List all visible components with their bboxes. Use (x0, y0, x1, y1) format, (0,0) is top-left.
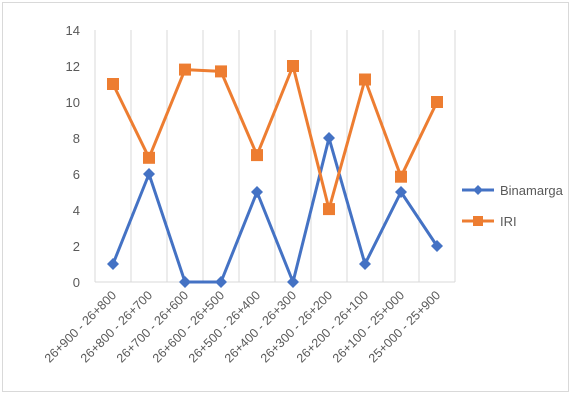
legend: Binamarga IRI (462, 183, 564, 229)
data-point-iri (107, 78, 119, 90)
chart-frame (2, 2, 569, 392)
data-point-binamarga (107, 258, 119, 270)
data-point-iri (179, 63, 191, 76)
series-markers (107, 60, 443, 288)
y-tick-label: 14 (66, 23, 80, 38)
y-tick-label: 0 (73, 275, 80, 290)
y-axis-ticks: 0 2 4 6 8 10 12 14 (66, 23, 80, 290)
data-point-binamarga (143, 168, 155, 180)
data-point-iri (287, 60, 299, 72)
data-point-iri (323, 203, 335, 216)
series-line-iri (111, 64, 439, 211)
y-tick-label: 8 (73, 131, 80, 146)
data-point-binamarga (395, 186, 407, 198)
data-point-iri (251, 149, 263, 162)
data-point-binamarga (179, 276, 191, 288)
series-line-binamarga (111, 136, 439, 284)
data-point-binamarga (323, 132, 335, 144)
data-point-iri (143, 151, 155, 164)
y-tick-label: 2 (73, 239, 80, 254)
data-point-iri (215, 65, 227, 78)
data-point-iri (359, 73, 371, 86)
data-point-binamarga (359, 258, 371, 270)
data-point-binamarga (287, 276, 299, 288)
legend-label-iri: IRI (500, 214, 517, 229)
data-point-iri (431, 96, 443, 108)
legend-marker-iri (473, 216, 483, 226)
data-point-binamarga (215, 276, 227, 288)
series-lines (111, 64, 439, 284)
legend-marker-binamarga (473, 185, 483, 195)
data-point-binamarga (431, 240, 443, 252)
y-tick-label: 12 (66, 59, 80, 74)
y-tick-label: 4 (73, 203, 80, 218)
y-tick-label: 10 (66, 95, 80, 110)
data-point-binamarga (251, 186, 263, 198)
data-point-iri (395, 170, 407, 183)
legend-label-binamarga: Binamarga (500, 183, 564, 198)
y-tick-label: 6 (73, 167, 80, 182)
